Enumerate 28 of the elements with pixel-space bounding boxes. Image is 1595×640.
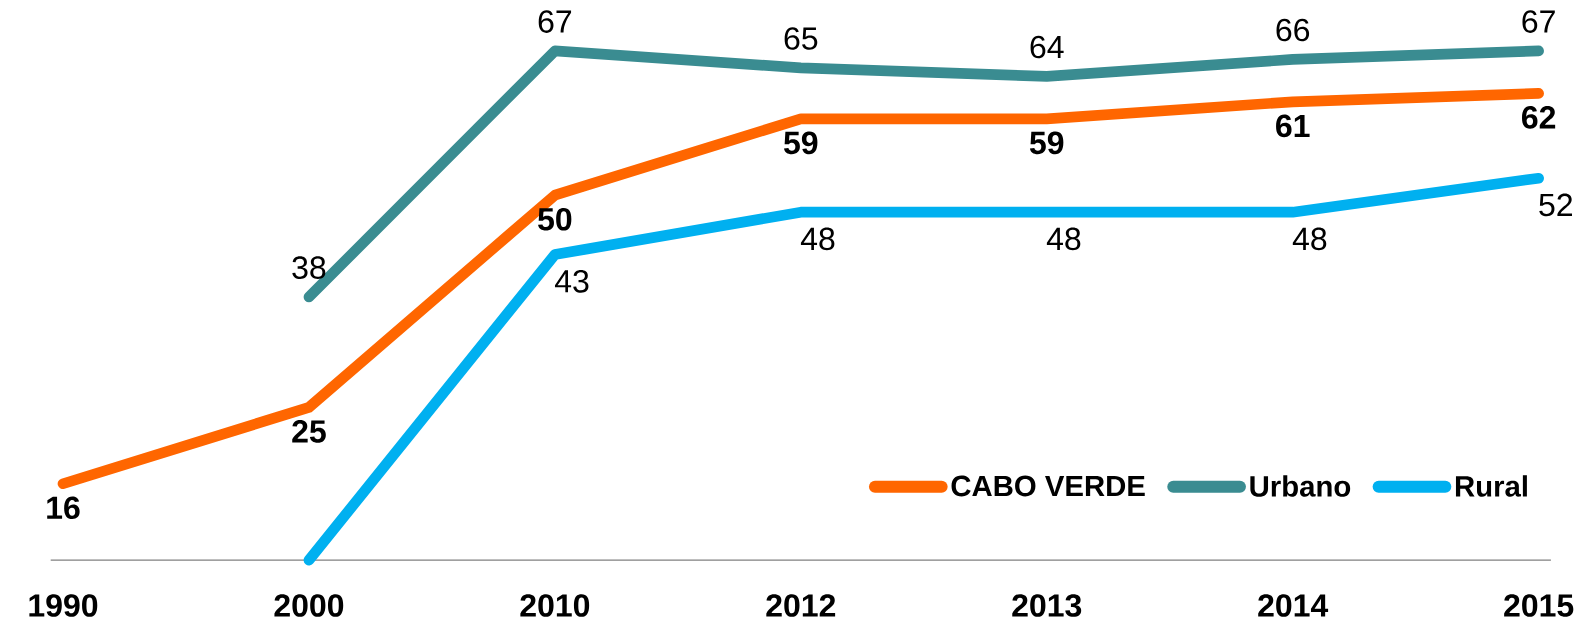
legend-label: Rural [1455,475,1527,497]
data-label: 67 [1522,10,1555,33]
data-label: 59 [1029,131,1064,155]
x-tick-label: 2012 [766,594,836,617]
legend-label: Urbano [1250,475,1351,497]
data-label: 43 [554,269,589,293]
data-label: 52 [1539,193,1572,217]
legend-label: CABO VERDE [951,475,1145,497]
x-tick-label: 2010 [520,594,590,617]
data-label: 66 [1276,18,1310,42]
x-tick-label: 2013 [1012,594,1082,617]
data-label: 67 [538,10,572,33]
data-label: 62 [1522,106,1556,129]
data-label: 25 [292,420,326,443]
data-label: 48 [1292,227,1327,251]
x-tick-label: 2000 [274,594,344,617]
data-label: 50 [538,207,572,231]
data-label: 59 [783,131,818,155]
data-label: 38 [292,256,326,279]
data-label: 16 [47,496,80,520]
x-tick-label: 2014 [1258,594,1329,617]
data-label: 48 [800,227,835,251]
data-label: 64 [1030,35,1064,59]
data-label: 48 [1046,227,1081,251]
x-tick-label: 1990 [29,594,98,617]
x-tick-label: 2015 [1504,594,1574,617]
data-label: 61 [1276,114,1310,138]
data-label: 65 [784,27,818,50]
